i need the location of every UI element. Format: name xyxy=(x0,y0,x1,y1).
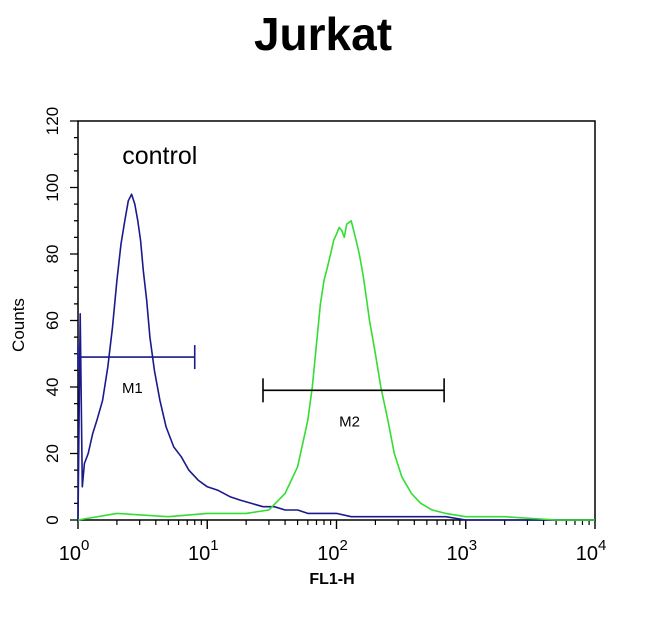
x-tick-label: 101 xyxy=(188,537,219,565)
y-tick-label: 40 xyxy=(43,378,62,397)
y-tick-label: 0 xyxy=(43,515,62,524)
x-tick-label: 104 xyxy=(576,537,607,565)
y-axis-label: Counts xyxy=(9,298,28,352)
y-tick-label: 80 xyxy=(43,245,62,264)
series-layer xyxy=(77,193,595,521)
series-1-line xyxy=(77,193,595,521)
y-tick-label: 120 xyxy=(43,107,62,135)
annotations: control xyxy=(122,142,197,170)
series-2-line xyxy=(77,220,595,521)
x-axis: 100 101 102 103 104 xyxy=(59,520,607,565)
marker-label: M2 xyxy=(339,413,360,430)
x-tick-label: 102 xyxy=(317,537,348,565)
y-tick-label: 20 xyxy=(43,444,62,463)
x-tick-label: 100 xyxy=(59,537,90,565)
gate-markers: M1 M2 xyxy=(77,345,445,430)
y-axis: 0 20 40 60 80 100 120 xyxy=(43,107,78,525)
annotation-label: control xyxy=(122,142,197,170)
marker-label: M1 xyxy=(122,380,143,397)
x-axis-label: FL1-H xyxy=(309,571,354,588)
y-tick-label: 60 xyxy=(43,311,62,330)
y-tick-label: 100 xyxy=(43,173,62,201)
chart-title: Jurkat xyxy=(254,8,392,60)
x-tick-label: 103 xyxy=(446,537,477,565)
